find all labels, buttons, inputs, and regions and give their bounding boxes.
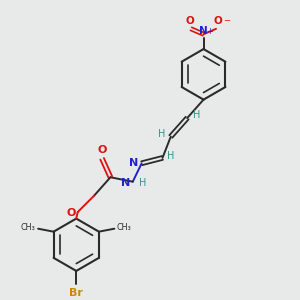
Text: N: N <box>199 26 208 36</box>
Text: H: H <box>167 151 175 160</box>
Text: CH₃: CH₃ <box>21 223 36 232</box>
Text: H: H <box>139 178 147 188</box>
Text: O: O <box>213 16 222 26</box>
Text: +: + <box>206 27 213 36</box>
Text: N: N <box>129 158 139 168</box>
Text: H: H <box>158 128 166 139</box>
Text: Br: Br <box>69 288 83 298</box>
Text: O: O <box>98 145 107 155</box>
Text: H: H <box>193 110 200 120</box>
Text: N: N <box>121 178 130 188</box>
Text: O: O <box>185 16 194 26</box>
Text: −: − <box>223 16 230 25</box>
Text: O: O <box>67 208 76 218</box>
Text: CH₃: CH₃ <box>117 223 131 232</box>
